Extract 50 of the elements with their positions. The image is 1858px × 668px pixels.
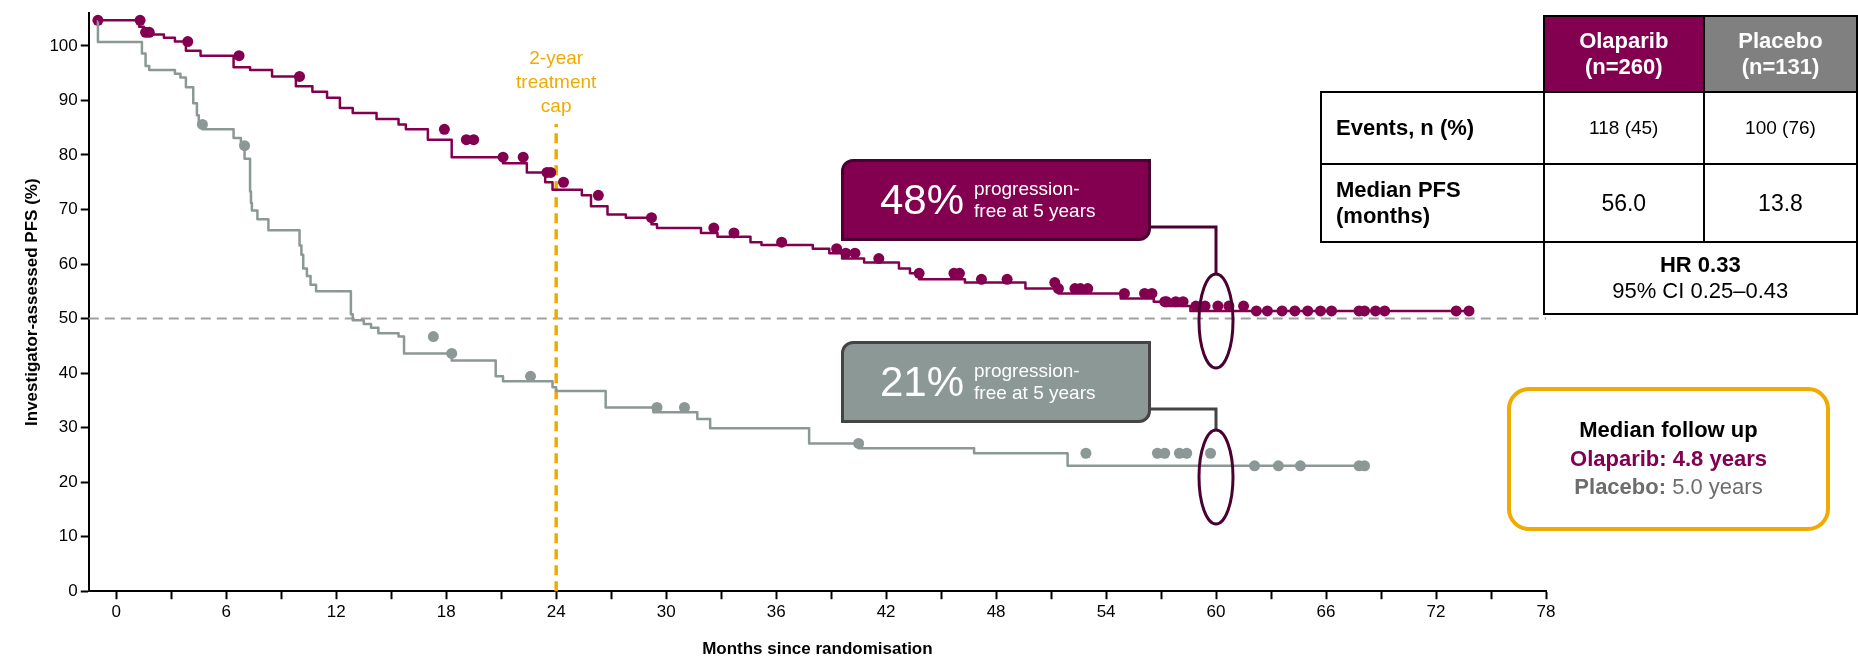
y-tick-label: 70 bbox=[58, 199, 78, 219]
point bbox=[1205, 447, 1217, 459]
y-tick-label: 30 bbox=[58, 417, 78, 437]
x-tick-label: 42 bbox=[876, 602, 896, 622]
point bbox=[438, 123, 450, 135]
x-tick-label: 78 bbox=[1536, 602, 1556, 622]
x-axis-title: Months since randomisation bbox=[702, 639, 933, 659]
y-tick-label: 20 bbox=[58, 471, 78, 491]
y-tick-label: 80 bbox=[58, 144, 78, 164]
category-label: Placebo (n=131) bbox=[1703, 16, 1857, 92]
text: 95% CI 0.25–0.43 bbox=[1611, 278, 1790, 304]
x-tick-label: 6 bbox=[221, 602, 231, 622]
point bbox=[233, 50, 245, 62]
category-label: Events, n (%) bbox=[1336, 115, 1475, 140]
y-axis-title: Investigator-assessed PFS (%) bbox=[21, 178, 41, 426]
x-tick-label: 72 bbox=[1426, 602, 1446, 622]
x-tick-label: 48 bbox=[986, 602, 1006, 622]
point bbox=[558, 176, 570, 188]
text: 118 (45) bbox=[1589, 117, 1659, 138]
y-tick-label: 10 bbox=[58, 526, 78, 546]
x-tick-label: 66 bbox=[1316, 602, 1336, 622]
text: 56.0 bbox=[1601, 189, 1647, 216]
x-tick-label: 30 bbox=[656, 602, 676, 622]
x-tick-label: 0 bbox=[111, 602, 121, 622]
x-tick-label: 54 bbox=[1096, 602, 1116, 622]
text: 100 (76) bbox=[1745, 117, 1816, 138]
point bbox=[592, 189, 604, 201]
x-tick-label: 12 bbox=[326, 602, 346, 622]
point bbox=[468, 134, 480, 146]
ref-line-label: 2-year treatment cap bbox=[516, 46, 598, 116]
x-tick-label: 18 bbox=[436, 602, 456, 622]
y-tick-label: 50 bbox=[58, 308, 78, 328]
category-label: Median PFS (months) bbox=[1336, 177, 1461, 228]
y-tick-label: 0 bbox=[68, 580, 78, 600]
x-tick-label: 24 bbox=[546, 602, 566, 622]
text: Olaparib: 4.8 years bbox=[1570, 445, 1767, 471]
x-tick-label: 60 bbox=[1206, 602, 1226, 622]
category-label: Olaparib (n=260) bbox=[1543, 16, 1704, 92]
y-tick-label: 60 bbox=[58, 253, 78, 273]
x-tick-label: 36 bbox=[766, 602, 786, 622]
text: Median follow up bbox=[1579, 416, 1758, 445]
text: Placebo: 5.0 years bbox=[1574, 474, 1763, 500]
y-tick-label: 100 bbox=[49, 35, 78, 55]
text: HR 0.33 bbox=[1658, 252, 1742, 278]
point bbox=[517, 151, 529, 163]
y-tick-label: 40 bbox=[58, 362, 78, 382]
point bbox=[1080, 447, 1092, 459]
point bbox=[427, 331, 439, 343]
y-tick-label: 90 bbox=[58, 90, 78, 110]
text: 13.8 bbox=[1758, 189, 1803, 216]
